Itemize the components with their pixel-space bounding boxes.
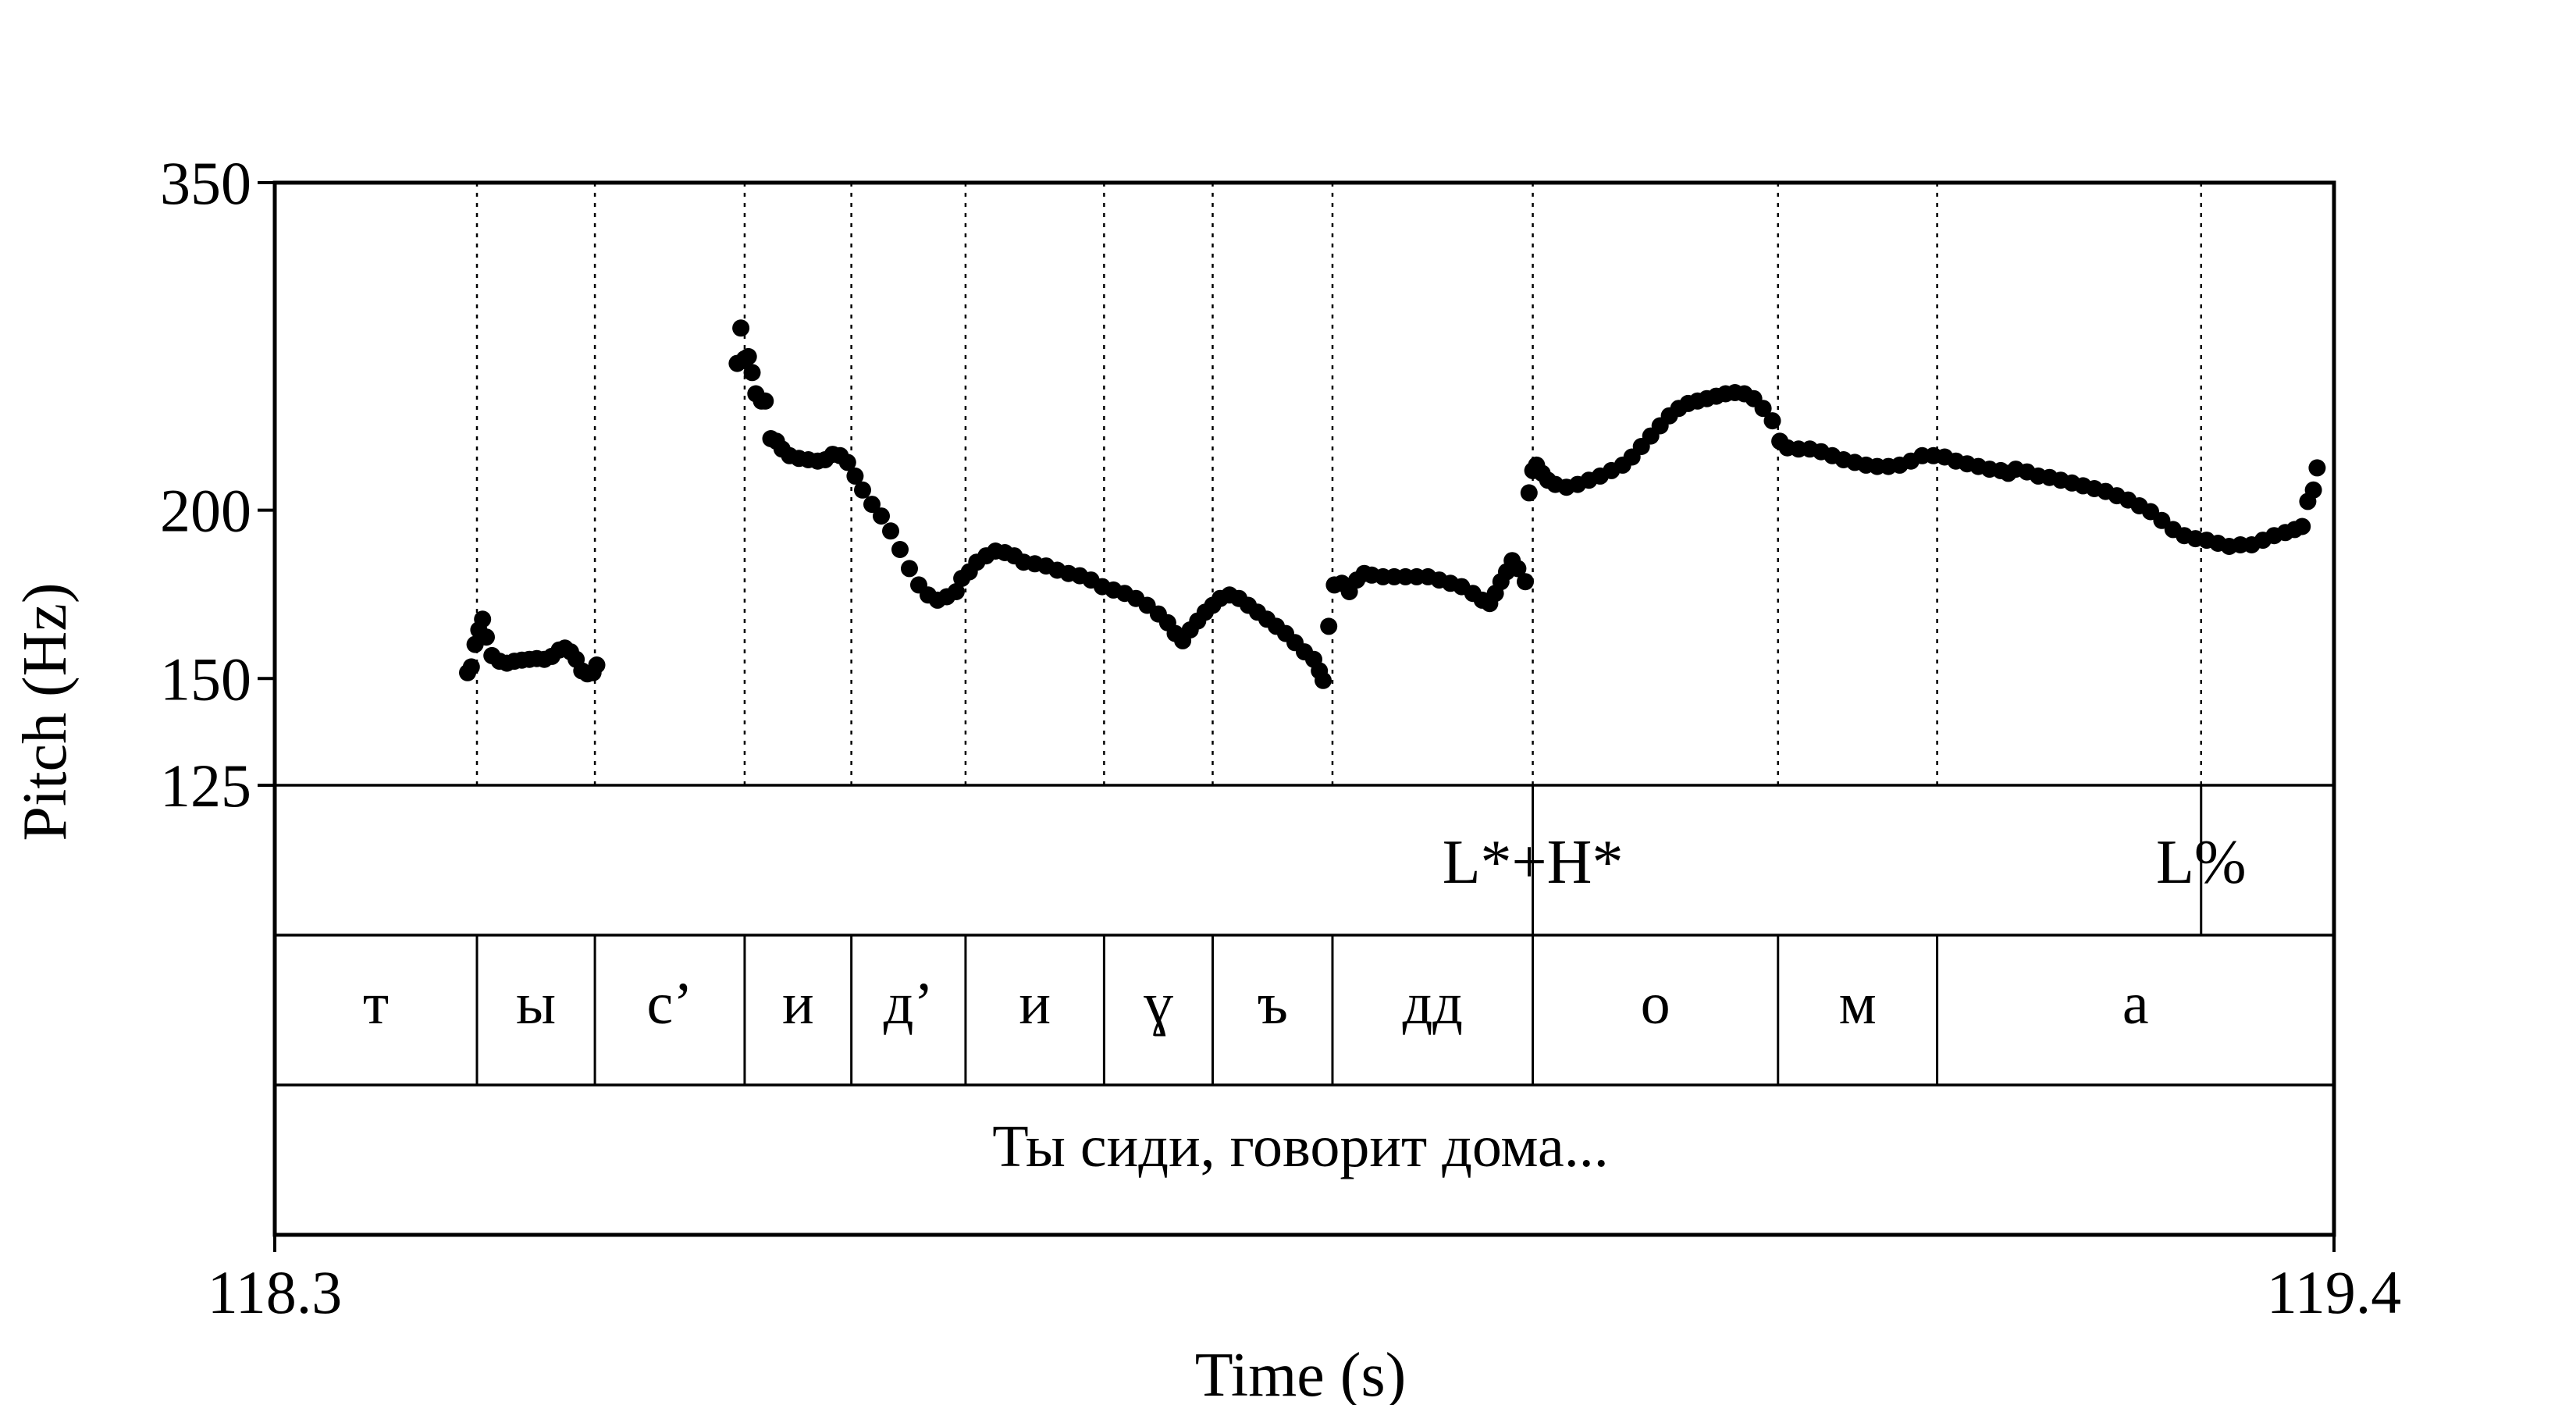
segment-label: ъ bbox=[1258, 971, 1288, 1037]
pitch-point bbox=[838, 454, 856, 471]
frame-border bbox=[272, 180, 2336, 1237]
pitch-point bbox=[947, 583, 965, 600]
segment-label: и bbox=[1019, 971, 1051, 1037]
segment-label: с’ bbox=[646, 971, 692, 1037]
pitch-point bbox=[1520, 484, 1538, 502]
pitch-point bbox=[478, 628, 495, 646]
pitch-point bbox=[588, 656, 606, 674]
segment-label: т bbox=[363, 971, 389, 1037]
pitch-points bbox=[459, 319, 2326, 689]
pitch-point bbox=[1320, 617, 1338, 635]
y-tick-label: 150 bbox=[160, 645, 251, 713]
tone-label: L% bbox=[2156, 828, 2247, 897]
segment-label: о bbox=[1641, 971, 1670, 1037]
x-axis: 118.3 119.4 bbox=[208, 1235, 2402, 1326]
segment-label: ы bbox=[516, 971, 556, 1037]
utterance-label: Ты сиди, говорит дома... bbox=[992, 1114, 1609, 1179]
pitch-point bbox=[739, 347, 757, 365]
pitch-point bbox=[756, 392, 774, 410]
pitch-point bbox=[732, 319, 750, 337]
pitch-point bbox=[474, 610, 492, 628]
plot-frame bbox=[272, 180, 2336, 1237]
pitch-point bbox=[901, 560, 918, 578]
segment-label: ɣ bbox=[1144, 971, 1173, 1037]
y-tick-label: 125 bbox=[160, 752, 251, 820]
x-tick-label: 118.3 bbox=[208, 1258, 343, 1326]
tone-tier: L*+H* L% bbox=[1443, 785, 2247, 935]
pitch-point bbox=[2304, 481, 2322, 499]
x-axis-title: Time (s) bbox=[1195, 1341, 1406, 1405]
x-tick-label: 119.4 bbox=[2267, 1258, 2402, 1326]
pitch-point bbox=[854, 481, 871, 499]
pitch-point bbox=[882, 522, 899, 540]
utterance-tier: Ты сиди, говорит дома... bbox=[992, 1114, 1609, 1179]
segment-tier: т ы с’ и д’ и ɣ ъ дд о м а bbox=[363, 935, 2149, 1085]
segment-label: а bbox=[2122, 971, 2149, 1037]
y-axis: 125 150 200 350 bbox=[160, 149, 275, 820]
pitch-point bbox=[846, 467, 864, 485]
pitch-point bbox=[2293, 518, 2311, 535]
pitch-point bbox=[1315, 671, 1332, 689]
segment-label: дд bbox=[1403, 971, 1463, 1037]
pitch-point bbox=[863, 496, 881, 514]
y-tick-label: 200 bbox=[160, 477, 251, 545]
pitch-point bbox=[1509, 560, 1527, 578]
tone-label: L*+H* bbox=[1443, 828, 1624, 897]
pitch-point bbox=[1763, 412, 1781, 430]
segment-label: и bbox=[782, 971, 814, 1037]
segment-boundary-grid bbox=[475, 183, 2202, 785]
segment-label: д’ bbox=[884, 971, 934, 1037]
pitch-point bbox=[1754, 400, 1772, 418]
pitch-point bbox=[2308, 459, 2326, 477]
pitch-point bbox=[873, 507, 890, 525]
pitch-point bbox=[1517, 573, 1534, 591]
pitch-point bbox=[891, 541, 909, 558]
y-tick-label: 350 bbox=[160, 149, 251, 217]
tier-dividers bbox=[275, 784, 2334, 1087]
y-axis-title: Pitch (Hz) bbox=[11, 582, 80, 841]
segment-label: м bbox=[1839, 971, 1877, 1037]
pitch-point bbox=[462, 658, 480, 676]
pitch-point bbox=[743, 364, 761, 382]
